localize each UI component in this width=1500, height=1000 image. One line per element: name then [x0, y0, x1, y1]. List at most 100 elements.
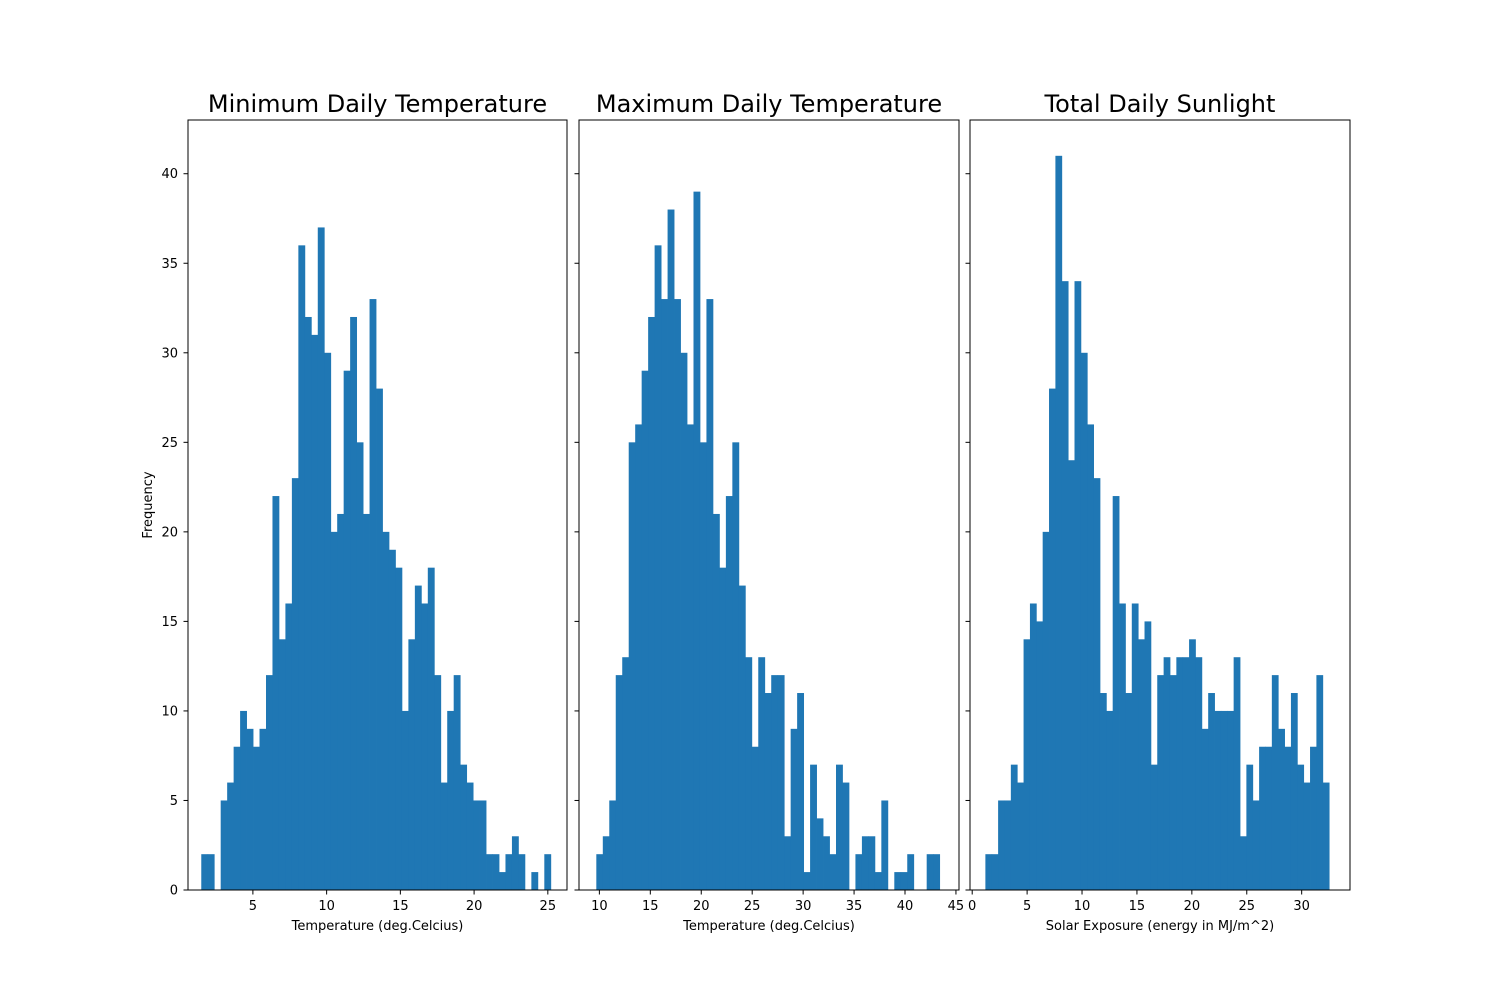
min-temp-bar — [253, 746, 260, 890]
max-temp-bar — [907, 854, 915, 890]
min-temp-bars — [201, 227, 552, 891]
min-temp-bar — [266, 675, 273, 890]
sunlight-bar — [1189, 639, 1196, 890]
max-temp-bar — [641, 370, 649, 890]
sunlight-bar — [1099, 693, 1107, 890]
min-temp-bar — [460, 764, 468, 890]
max-temp-title: Maximum Daily Temperature — [596, 90, 942, 118]
max-temp-bar — [699, 442, 707, 890]
max-temp-axes-frame — [578, 119, 960, 891]
sunlight-bar — [1150, 764, 1158, 890]
sunlight-bar — [1010, 764, 1018, 890]
max-temp-bar — [797, 693, 805, 890]
sunlight-bar — [1265, 746, 1273, 890]
sunlight-bar — [1087, 424, 1094, 890]
sunlight-bar — [1310, 746, 1317, 890]
min-temp-bar — [246, 728, 254, 890]
max-temp-bar — [855, 854, 863, 890]
sunlight-bar — [1169, 675, 1177, 890]
min-temp-bar — [363, 513, 370, 890]
max-temp-bar — [674, 299, 681, 890]
sunlight-x-tick-label: 5 — [1023, 899, 1031, 914]
sunlight-bar — [1061, 281, 1069, 890]
max-temp-bar — [861, 836, 869, 890]
sunlight-bar — [1106, 710, 1114, 890]
min-temp-bar — [227, 782, 235, 890]
sunlight-bar — [1316, 675, 1324, 890]
sunlight-bar — [1163, 657, 1171, 890]
sunlight-x-tick-label: 30 — [1293, 899, 1310, 914]
max-temp-bar — [635, 424, 643, 890]
max-temp-bar — [725, 496, 733, 890]
min-temp-bar — [408, 639, 416, 890]
min-temp-y-tick-label: 5 — [170, 794, 178, 809]
max-temp-bar — [661, 299, 668, 890]
max-temp-bar — [842, 782, 850, 890]
sunlight-bar — [1201, 728, 1209, 890]
max-temp-x-tick-label: 25 — [744, 899, 761, 914]
sunlight-bar — [1023, 639, 1031, 890]
max-temp-bar — [823, 836, 830, 890]
sunlight-bar — [1252, 800, 1260, 890]
max-temp-bar — [596, 854, 604, 890]
min-temp-y-tick-label: 40 — [161, 167, 178, 182]
sunlight-bar — [1093, 478, 1101, 890]
sunlight-y-ticks — [965, 173, 970, 891]
min-temp-bar — [201, 854, 209, 890]
min-temp-y-tick-label: 10 — [161, 704, 178, 719]
max-temp-bar — [712, 513, 720, 890]
min-temp-axes-frame — [187, 119, 568, 891]
max-temp-bar — [894, 872, 902, 890]
max-temp-bar — [900, 872, 908, 890]
sunlight-bar — [1068, 460, 1075, 890]
sunlight-bar — [1119, 603, 1126, 890]
max-temp-bar — [732, 442, 740, 890]
sunlight-bar — [1322, 782, 1330, 890]
min-temp-bar — [421, 603, 429, 890]
max-temp-bar — [738, 585, 746, 890]
sunlight-x-ticks: 0 5 10 15 20 25 30 — [968, 890, 1310, 914]
sunlight-x-tick-label: 20 — [1184, 899, 1201, 914]
max-temp-bar — [784, 836, 792, 890]
min-temp-bar — [531, 872, 539, 890]
min-temp-x-ticks: 5 10 15 20 25 — [249, 890, 556, 914]
sunlight-bar — [1074, 281, 1082, 890]
sunlight-x-tick-label: 10 — [1074, 899, 1091, 914]
min-temp-bar — [324, 352, 332, 890]
max-temp-bar — [881, 800, 889, 890]
max-temp-bar — [654, 245, 662, 891]
min-temp-bar — [511, 836, 519, 890]
max-temp-bar — [758, 657, 766, 890]
min-temp-bar — [427, 567, 435, 890]
max-temp-bar — [602, 836, 610, 890]
sunlight-bar — [1220, 710, 1228, 890]
max-temp-bars — [596, 191, 941, 891]
min-temp-x-tick-label: 5 — [249, 899, 257, 914]
sunlight-bar — [1112, 496, 1120, 890]
min-temp-bar — [207, 854, 215, 890]
max-temp-x-axis-label: Temperature (deg.Celcius) — [682, 919, 855, 934]
sunlight-bar — [1208, 693, 1215, 890]
min-temp-bar — [259, 728, 267, 890]
max-temp-bar — [803, 872, 811, 890]
sunlight-bar — [1080, 352, 1088, 890]
min-temp-y-tick-label: 30 — [161, 346, 178, 361]
max-temp-histogram: 10 15 20 25 30 35 40 45 Maximum Daily Temperatu… — [574, 90, 964, 934]
sunlight-bar — [1271, 675, 1279, 890]
sunlight-axes-frame — [969, 119, 1351, 891]
max-temp-x-ticks: 10 15 20 25 30 35 40 45 — [591, 890, 964, 914]
max-temp-bar — [615, 675, 623, 890]
min-temp-bar — [440, 782, 448, 890]
sunlight-bar — [1055, 155, 1063, 890]
sunlight-histogram: 0 5 10 15 20 25 30 Total Daily Sunlight Solar … — [965, 90, 1351, 934]
min-temp-bar — [453, 675, 461, 890]
max-temp-bar — [693, 191, 701, 890]
min-temp-bar — [343, 370, 351, 890]
sunlight-bar — [1029, 603, 1037, 890]
min-temp-bar — [337, 513, 345, 890]
min-temp-bar — [401, 710, 409, 890]
sunlight-bar — [1144, 621, 1152, 890]
max-temp-bar — [777, 675, 785, 890]
sunlight-bar — [1297, 764, 1305, 890]
